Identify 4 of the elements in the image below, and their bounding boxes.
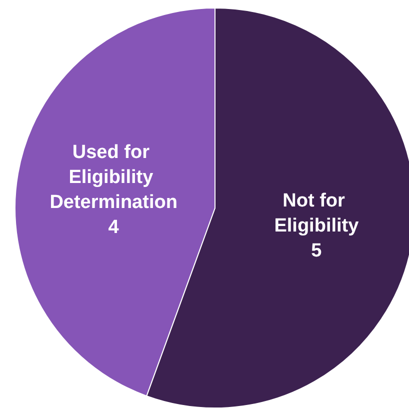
data-label: 5 [311, 240, 322, 262]
slice-label: Not for Eligibility [274, 190, 360, 236]
slice-label: Used for Eligibility Determination [50, 142, 178, 214]
data-label: 4 [108, 217, 120, 238]
